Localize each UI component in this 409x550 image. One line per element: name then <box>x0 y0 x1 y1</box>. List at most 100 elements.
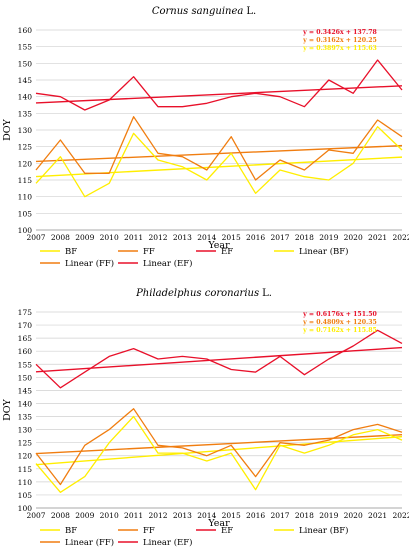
x-tick-label: 2009 <box>75 233 94 242</box>
x-tick-label: 2016 <box>246 511 265 520</box>
x-tick-label: 2011 <box>124 233 143 242</box>
y-tick-label: 115 <box>18 465 33 474</box>
y-tick-label: 140 <box>18 93 33 102</box>
y-axis-title: DOY <box>2 398 13 420</box>
chart-title: Cornus sanguinea L. <box>152 6 256 17</box>
series-line-ef <box>35 59 403 111</box>
x-tick-label: 2016 <box>246 233 265 242</box>
x-tick-label: 2021 <box>368 233 387 242</box>
legend-label: EF <box>221 526 233 536</box>
x-tick-label: 2013 <box>173 233 192 242</box>
y-tick-label: 170 <box>18 321 33 330</box>
legend-label: Linear (EF) <box>143 537 192 548</box>
y-tick-label: 160 <box>18 347 33 356</box>
trendline-equation-ef: y = 0.3426x + 137.78 <box>302 29 377 36</box>
y-tick-label: 125 <box>18 143 33 152</box>
trendline-equation-ff: y = 0.3162x + 120.25 <box>302 37 377 44</box>
x-tick-label: 2008 <box>51 511 70 520</box>
x-axis-title: Year <box>207 518 230 529</box>
x-tick-label: 2014 <box>197 511 216 520</box>
x-tick-label: 2017 <box>270 233 289 242</box>
y-tick-label: 150 <box>18 59 33 68</box>
chart-title: Philadelphus coronarius L. <box>135 288 272 299</box>
trendline-equation-ef: y = 0.6176x + 151.50 <box>302 311 377 318</box>
legend-label: EF <box>221 247 233 257</box>
chart-philadelphus-svg: Philadelphus coronarius L. 100 105 110 115 120… <box>2 288 409 548</box>
trendline-equation-bf: y = 0.3897x + 115.63 <box>302 45 377 52</box>
x-tick-label: 2020 <box>344 233 363 242</box>
legend-label: Linear (BF) <box>299 525 348 536</box>
series-line-bf <box>35 415 403 493</box>
chart-cornus-svg: Cornus sanguinea L. 100 105 110 115 120 125 130 1… <box>2 6 409 269</box>
y-tick-label: 145 <box>18 76 33 85</box>
x-tick-label: 2012 <box>148 233 167 242</box>
x-tick-label: 2018 <box>295 233 314 242</box>
x-tick-label: 2009 <box>75 511 94 520</box>
legend-label: Linear (BF) <box>299 246 348 257</box>
y-tick-label: 135 <box>18 109 33 118</box>
x-tick-label: 2015 <box>222 233 241 242</box>
x-axis-title: Year <box>207 240 230 251</box>
y-tick-label: 175 <box>18 308 33 317</box>
trendline-ef <box>35 85 403 104</box>
legend-label: Linear (EF) <box>143 258 192 269</box>
legend-label: Linear (FF) <box>65 258 114 269</box>
legend-label: BF <box>65 247 77 257</box>
y-tick-label: 105 <box>18 491 33 500</box>
x-tick-label: 2008 <box>51 233 70 242</box>
x-tick-label: 2007 <box>26 511 45 520</box>
x-tick-label: 2010 <box>100 511 119 520</box>
y-tick-label: 105 <box>18 209 33 218</box>
y-tick-label: 145 <box>18 386 33 395</box>
y-tick-label: 165 <box>18 334 33 343</box>
y-tick-label: 155 <box>18 43 33 52</box>
series-line-ff <box>35 116 403 181</box>
chart-title-species: Philadelphus coronarius <box>135 288 259 299</box>
legend-label: FF <box>143 247 155 257</box>
x-tick-label: 2012 <box>148 511 167 520</box>
series-line-ef <box>35 329 403 389</box>
chart-title-author: L. <box>246 6 256 17</box>
y-tick-label: 130 <box>18 126 33 135</box>
y-tick-label: 100 <box>18 504 33 513</box>
y-tick-label: 150 <box>18 373 33 382</box>
y-tick-label: 160 <box>18 26 33 35</box>
y-tick-label: 100 <box>18 226 33 235</box>
trendline-ef <box>35 346 403 373</box>
y-tick-label: 125 <box>18 439 33 448</box>
y-tick-label: 120 <box>18 452 33 461</box>
x-tick-label: 2021 <box>368 511 387 520</box>
x-tick-label: 2020 <box>344 511 363 520</box>
y-tick-label: 120 <box>18 159 33 168</box>
x-tick-label: 2022 <box>392 511 409 520</box>
y-tick-label: 140 <box>18 399 33 408</box>
x-tick-label: 2019 <box>319 233 338 242</box>
chart-philadelphus: Philadelphus coronarius L. 100 105 110 115 120… <box>0 275 409 550</box>
y-tick-label: 135 <box>18 413 33 422</box>
trendline-ff <box>35 434 403 455</box>
x-tick-label: 2014 <box>197 233 216 242</box>
trendline-equation-bf: y = 0.7162x + 115.85 <box>302 327 377 334</box>
x-tick-label: 2017 <box>270 511 289 520</box>
series-line-ff <box>35 408 403 486</box>
y-tick-label: 115 <box>18 176 33 185</box>
y-axis-title: DOY <box>2 118 13 140</box>
trendline-equation-ff: y = 0.4809x + 120.35 <box>302 319 377 326</box>
legend-label: FF <box>143 526 155 536</box>
x-tick-label: 2022 <box>392 233 409 242</box>
x-tick-label: 2013 <box>173 511 192 520</box>
x-tick-label: 2018 <box>295 511 314 520</box>
chart-title-author: L. <box>262 288 272 299</box>
y-tick-label: 110 <box>18 193 33 202</box>
y-tick-label: 110 <box>18 478 33 487</box>
x-tick-label: 2019 <box>319 511 338 520</box>
x-tick-label: 2007 <box>26 233 45 242</box>
series-line-bf <box>35 126 403 198</box>
chart-title-species: Cornus sanguinea <box>152 6 244 17</box>
legend-label: Linear (FF) <box>65 537 114 548</box>
x-tick-label: 2011 <box>124 511 143 520</box>
x-tick-label: 2015 <box>222 511 241 520</box>
chart-cornus: Cornus sanguinea L. 100 105 110 115 120 125 130 1… <box>2 6 409 269</box>
x-tick-label: 2010 <box>100 233 119 242</box>
legend-label: BF <box>65 526 77 536</box>
